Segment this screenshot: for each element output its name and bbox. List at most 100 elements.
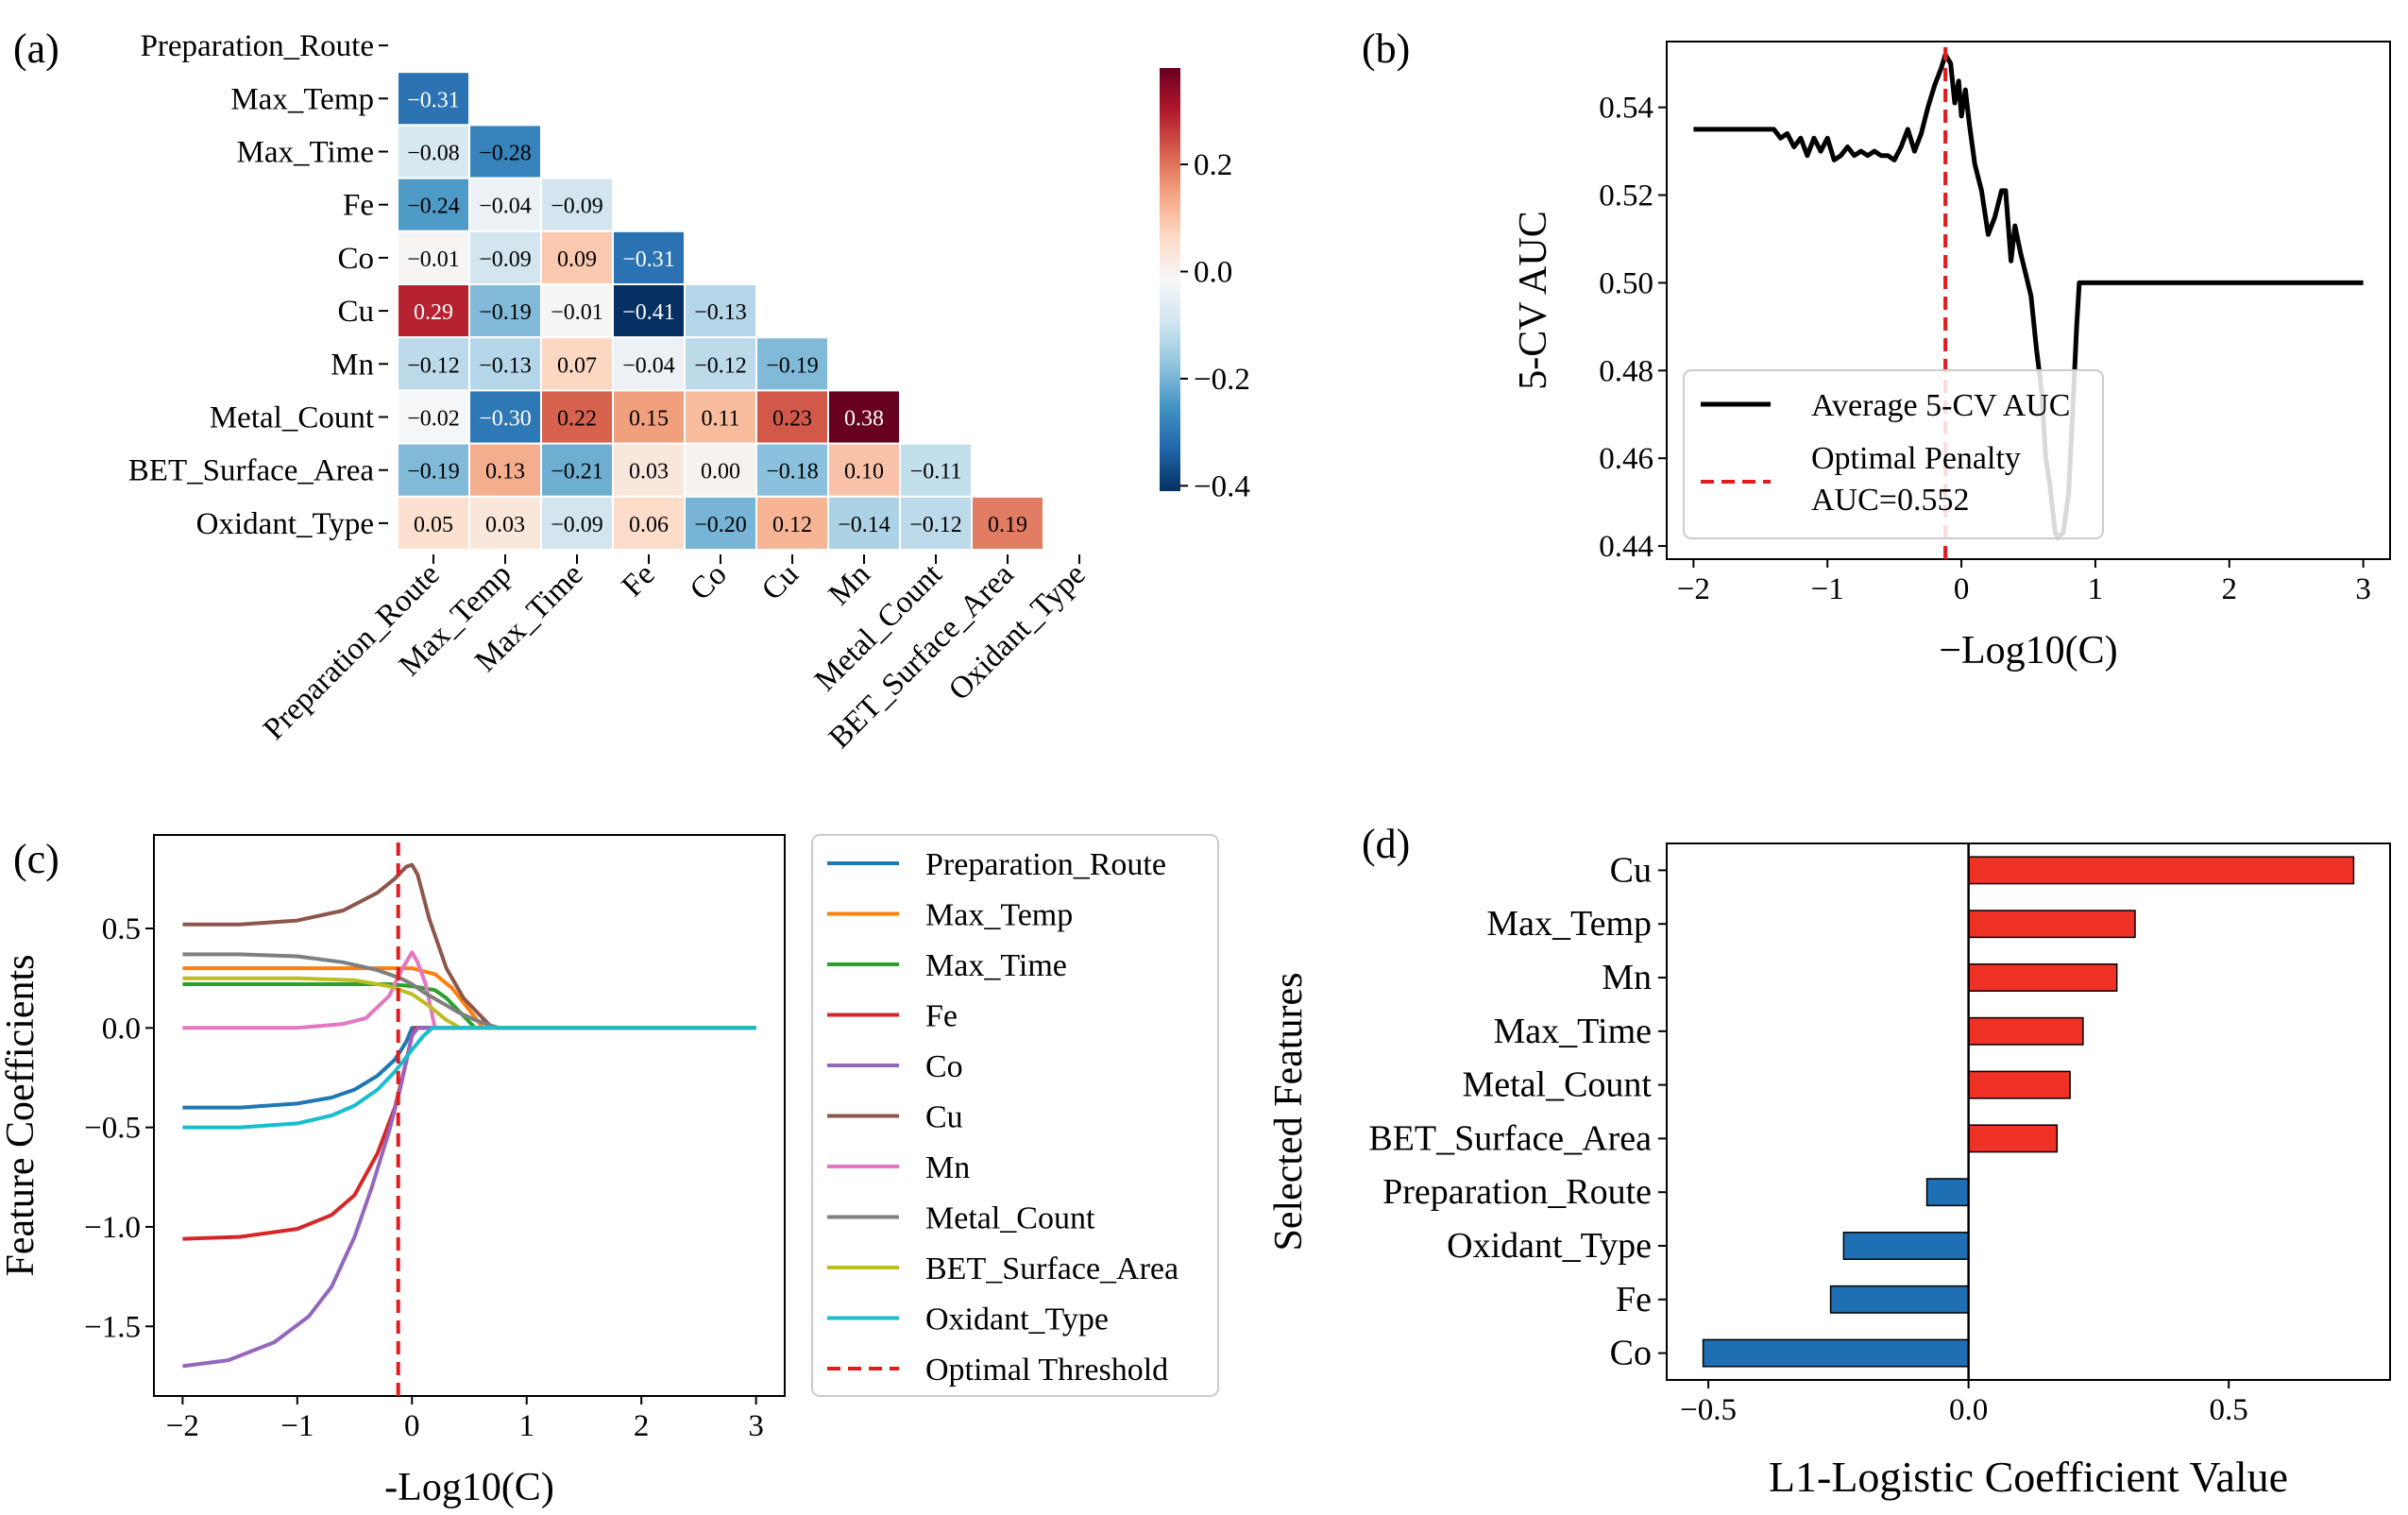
heatmap-cell-value: −0.12 bbox=[694, 353, 747, 378]
y-tick-label: 0.44 bbox=[1599, 530, 1653, 564]
heatmap-cell-value: 0.10 bbox=[844, 460, 884, 485]
heatmap-cell-value: 0.00 bbox=[701, 460, 740, 485]
heatmap-cell-value: −0.11 bbox=[910, 460, 962, 485]
legend-text: Fe bbox=[925, 999, 958, 1034]
x-tick-label: −2 bbox=[1677, 572, 1710, 606]
heatmap-cell-value: −0.21 bbox=[551, 460, 603, 485]
heatmap-cell-value: −0.24 bbox=[407, 195, 460, 219]
y-tick-label: 0.48 bbox=[1599, 354, 1653, 388]
y-tick-label: Max_Temp bbox=[1486, 904, 1652, 944]
heatmap-cell bbox=[684, 389, 757, 445]
colorbar bbox=[1160, 68, 1180, 491]
x-tick-label: −2 bbox=[166, 1409, 199, 1443]
y-tick-label: Oxidant_Type bbox=[1447, 1226, 1652, 1266]
x-tick-label: −1 bbox=[280, 1409, 314, 1443]
panel-label-d: (d) bbox=[1362, 821, 1410, 867]
auc-line-panel: −2 −1 0 1 2 3 0.44 0.46 0.48 0.50 0.52 0.54 −Log10(C… bbox=[1512, 41, 2391, 672]
heatmap-cell-value: 0.15 bbox=[629, 407, 669, 432]
x-tick-label: 0.0 bbox=[1949, 1393, 1988, 1427]
coefficient-bar bbox=[1967, 1016, 2084, 1046]
heatmap-cell bbox=[468, 389, 542, 445]
y-tick-label: −1.0 bbox=[84, 1211, 141, 1245]
heatmap-row-label: Metal_Count bbox=[210, 401, 374, 435]
heatmap-cell bbox=[612, 389, 686, 445]
legend-text: Cu bbox=[925, 1100, 963, 1135]
legend-box bbox=[811, 834, 1219, 1397]
legend-text: Max_Temp bbox=[925, 898, 1073, 933]
x-axis-label: -Log10(C) bbox=[384, 1466, 554, 1509]
heatmap-row-label: Oxidant_Type bbox=[196, 507, 374, 541]
heatmap-cell bbox=[397, 71, 470, 127]
heatmap-row-label: Max_Time bbox=[237, 136, 374, 170]
y-tick-label: 0.50 bbox=[1599, 266, 1653, 300]
coefficient-bar-panel: Cu Max_Temp Mn Max_Time Metal_Count BET_Surfa… bbox=[1267, 843, 2391, 1501]
heatmap-cell bbox=[468, 336, 542, 392]
legend-text: Max_Time bbox=[925, 948, 1067, 983]
heatmap-cell bbox=[540, 283, 614, 339]
heatmap-cell bbox=[899, 442, 973, 498]
heatmap-cell bbox=[612, 495, 686, 551]
coefficient-bar bbox=[1829, 1285, 1970, 1314]
heatmap-cell bbox=[540, 495, 614, 551]
y-axis-label: Selected Features bbox=[1267, 972, 1311, 1251]
coefficient-bar bbox=[1702, 1338, 1970, 1368]
heatmap-cell bbox=[899, 495, 973, 551]
heatmap-cell bbox=[684, 495, 757, 551]
heatmap-col-label: Cu bbox=[755, 557, 805, 607]
heatmap-cell-value: −0.28 bbox=[479, 142, 532, 166]
heatmap-cell bbox=[468, 283, 542, 339]
y-tick-label: Fe bbox=[1616, 1280, 1652, 1319]
heatmap-cell bbox=[468, 124, 542, 179]
heatmap-cell-value: 0.29 bbox=[414, 300, 453, 325]
panel-label-c: (c) bbox=[13, 836, 59, 882]
coefficient-path-panel: −2 −1 0 1 2 3 −1.5 −1.0 −0.5 0.0 0.5 -Log10(C) Featu… bbox=[0, 834, 1219, 1509]
y-tick-label: Metal_Count bbox=[1462, 1065, 1652, 1105]
heatmap-cell-value: −0.30 bbox=[479, 407, 532, 432]
coefficient-bar bbox=[1925, 1178, 1970, 1207]
y-tick-label: 0.54 bbox=[1599, 92, 1653, 126]
heatmap-cell bbox=[540, 177, 614, 232]
legend-text: AUC=0.552 bbox=[1811, 483, 1969, 518]
heatmap-cell-value: −0.14 bbox=[838, 513, 890, 537]
heatmap-cell-value: −0.19 bbox=[407, 460, 460, 485]
legend-box bbox=[1683, 369, 2104, 539]
y-axis-label: Feature Coefficients bbox=[0, 955, 42, 1277]
heatmap-cell-value: −0.13 bbox=[479, 353, 532, 378]
heatmap-cell bbox=[684, 283, 757, 339]
heatmap-cell-value: 0.09 bbox=[557, 247, 597, 272]
heatmap-cell bbox=[612, 442, 686, 498]
heatmap-cell-value: −0.19 bbox=[479, 300, 532, 325]
x-tick-label: −0.5 bbox=[1680, 1393, 1737, 1427]
x-tick-label: −1 bbox=[1811, 572, 1844, 606]
panel-label-a: (a) bbox=[13, 26, 59, 72]
heatmap-cell bbox=[397, 336, 470, 392]
colorbar-tick-label: 0.2 bbox=[1194, 148, 1232, 182]
heatmap-cell bbox=[612, 230, 686, 286]
heatmap-row-label: Co bbox=[337, 242, 374, 276]
heatmap-cell-value: −0.08 bbox=[407, 142, 460, 166]
heatmap-cell bbox=[468, 495, 542, 551]
heatmap-cell bbox=[755, 442, 829, 498]
x-tick-label: 0 bbox=[1954, 572, 1970, 606]
heatmap-row-label: BET_Surface_Area bbox=[128, 454, 375, 488]
y-tick-label: BET_Surface_Area bbox=[1368, 1118, 1652, 1158]
y-tick-label: Cu bbox=[1610, 850, 1652, 890]
heatmap-cell-value: 0.06 bbox=[629, 513, 669, 537]
series-line bbox=[182, 976, 756, 1030]
heatmap-cell-value: 0.05 bbox=[414, 513, 453, 537]
heatmap-cell-value: −0.09 bbox=[551, 195, 603, 219]
heatmap-cell bbox=[468, 442, 542, 498]
heatmap-cell bbox=[612, 283, 686, 339]
heatmap-cell bbox=[612, 336, 686, 392]
heatmap-cell-value: 0.19 bbox=[988, 513, 1027, 537]
y-tick-label: −0.5 bbox=[84, 1112, 141, 1146]
series-line bbox=[182, 952, 756, 1030]
heatmap-col-label: Co bbox=[684, 557, 734, 607]
heatmap-row-label: Cu bbox=[337, 295, 374, 329]
x-axis-label: L1-Logistic Coefficient Value bbox=[1769, 1453, 2288, 1501]
heatmap-cell bbox=[755, 389, 829, 445]
heatmap-cell-value: 0.38 bbox=[844, 407, 884, 432]
legend-text: Optimal Penalty bbox=[1811, 441, 2021, 476]
x-axis-label: −Log10(C) bbox=[1939, 629, 2117, 672]
